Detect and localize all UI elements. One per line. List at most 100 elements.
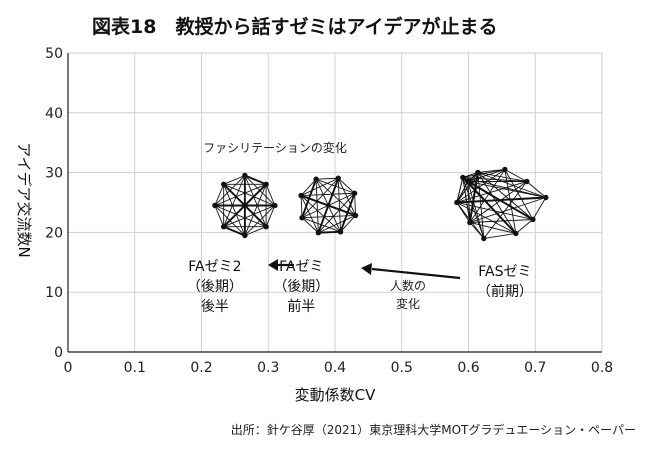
network-edge (462, 169, 505, 178)
network-edge (468, 172, 479, 223)
network-edge (244, 174, 267, 186)
network-edge (515, 219, 534, 234)
arrow-head-1 (268, 259, 278, 271)
network-edge (469, 222, 516, 234)
network-node (220, 224, 227, 230)
network-edge (526, 181, 547, 198)
network-edge (337, 177, 355, 194)
facilitation-change-label: ファシリテーションの変化 (203, 140, 347, 155)
network-edge (467, 181, 471, 223)
network-edge (477, 172, 547, 198)
network-edge (477, 172, 534, 220)
network-edge (462, 177, 485, 239)
x-tick-label: 0.1 (124, 360, 146, 376)
network-node (242, 232, 248, 239)
network-edge (301, 217, 341, 233)
axes (67, 53, 602, 353)
network-edge (265, 205, 276, 227)
network-edge (477, 172, 527, 182)
network-edge (504, 169, 517, 234)
network-node (299, 215, 305, 221)
network-fa-seminar (298, 175, 359, 236)
network-edge (318, 230, 341, 234)
network-edge (315, 179, 341, 232)
source-note: 出所：針ケ谷厚（2021）東京理科大学MOTグラデュエーション・ペーパー (231, 422, 636, 437)
network-edge (265, 184, 276, 206)
network-edge (300, 195, 319, 233)
point-label-line: FAゼミ2 (188, 259, 241, 275)
tick-labels: 0 0.1 0.2 0.3 0.4 0.5 0.6 0.7 0.8 0 10 20 30 40 50 (45, 46, 613, 376)
network-edge (354, 193, 357, 216)
network-edge (504, 169, 534, 220)
network-edge (469, 197, 546, 223)
y-tick-label: 10 (45, 285, 63, 301)
point-label-line: FAゼミ (279, 259, 323, 275)
arrow-head-2 (361, 263, 372, 275)
network-edge (214, 205, 225, 227)
network-node (465, 178, 471, 185)
x-tick-label: 0.3 (257, 360, 279, 376)
point-label-line: （後期） (273, 279, 329, 295)
network-edge (315, 178, 355, 194)
network-edge (467, 181, 485, 239)
network-node (351, 190, 358, 196)
x-tick-label: 0.5 (391, 360, 413, 376)
network-node (481, 235, 487, 242)
x-tick-label: 0.6 (457, 360, 479, 376)
network-node (475, 169, 481, 176)
point-label-line: 後半 (201, 299, 229, 315)
chart-title: 図表18 教授から話すゼミはアイデアが止まる (92, 15, 498, 38)
network-edge (469, 219, 533, 223)
point-label-line: FASゼミ (478, 264, 531, 280)
network-edge (244, 226, 267, 236)
network-fas-seminar (454, 166, 549, 242)
network-edge (315, 178, 356, 216)
network-edge (223, 225, 246, 237)
network-edge (456, 177, 464, 203)
network-edge (223, 183, 267, 228)
x-tick-label: 0.2 (190, 360, 212, 376)
network-edge (214, 205, 246, 236)
network-node (454, 199, 460, 206)
network-edge (223, 184, 246, 236)
y-axis-label: アイデア交流数N (15, 142, 33, 257)
network-edge (483, 233, 516, 239)
network-edge (456, 172, 479, 203)
network-edge (467, 169, 505, 182)
network-edge (504, 169, 528, 182)
point-label-line: （前期） (477, 283, 533, 300)
y-tick-label: 40 (45, 106, 63, 122)
y-tick-label: 20 (45, 225, 63, 241)
network-edge (456, 169, 506, 203)
network-fa-seminar-2 (212, 172, 278, 239)
network-node (524, 178, 530, 185)
network-diagrams (212, 166, 549, 242)
x-tick-label: 0.7 (524, 360, 546, 376)
network-node (212, 202, 218, 209)
network-node (543, 194, 549, 201)
y-tick-label: 50 (45, 46, 63, 62)
network-edge (316, 177, 339, 180)
network-node (513, 230, 519, 237)
network-edge (315, 179, 319, 233)
network-edge (469, 181, 528, 223)
network-node (272, 202, 278, 209)
network-node (263, 181, 269, 187)
network-edge (300, 195, 303, 218)
change-label-line-2: 変化 (396, 296, 420, 311)
network-edge (483, 181, 528, 239)
x-axis-label: 変動係数CV (295, 386, 376, 404)
network-edge (300, 178, 317, 196)
network-edge (532, 197, 547, 220)
arrow-shaft-2 (371, 267, 461, 280)
network-edge (214, 184, 225, 206)
network-edge (301, 217, 319, 234)
network-node (242, 172, 248, 179)
y-tick-label: 30 (45, 166, 63, 182)
network-edge (467, 181, 546, 198)
network-node (502, 166, 508, 173)
network-node (352, 212, 359, 219)
network-edge (223, 183, 276, 206)
network-node (298, 192, 304, 199)
